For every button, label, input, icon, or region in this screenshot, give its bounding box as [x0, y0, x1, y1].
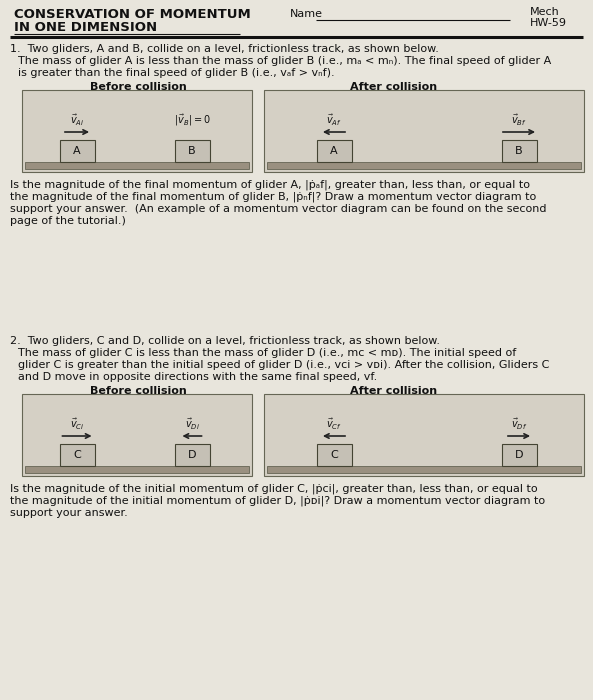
Bar [25, 162, 249, 169]
Bar [59, 444, 94, 466]
Text: $\vec{v}_{Ai}$: $\vec{v}_{Ai}$ [70, 113, 84, 127]
Text: is greater than the final speed of glider B (i.e., vₐf > vₙf).: is greater than the final speed of glide… [18, 68, 334, 78]
Text: the magnitude of the initial momentum of glider D, |ṗᴅi|? Draw a momentum vector: the magnitude of the initial momentum of… [10, 496, 545, 507]
Bar [174, 444, 209, 466]
Text: $\vec{v}_{Bf}$: $\vec{v}_{Bf}$ [511, 113, 527, 127]
Text: $\vec{v}_{Cf}$: $\vec{v}_{Cf}$ [326, 416, 342, 432]
Text: CONSERVATION OF MOMENTUM: CONSERVATION OF MOMENTUM [14, 8, 251, 21]
Text: A: A [330, 146, 338, 156]
Bar [25, 466, 249, 473]
Text: Before collision: Before collision [90, 82, 186, 92]
Text: A: A [73, 146, 81, 156]
Text: After collision: After collision [350, 386, 438, 396]
Bar [264, 394, 584, 476]
Text: $\vec{v}_{Df}$: $\vec{v}_{Df}$ [511, 416, 527, 432]
Bar [502, 140, 537, 162]
Text: C: C [330, 450, 338, 460]
Text: Before collision: Before collision [90, 386, 186, 396]
Text: Is the magnitude of the initial momentum of glider C, |ṗᴄi|, greater than, less : Is the magnitude of the initial momentum… [10, 484, 538, 494]
Text: The mass of glider C is less than the mass of glider D (i.e., mᴄ < mᴅ). The init: The mass of glider C is less than the ma… [18, 348, 517, 358]
Text: 2.  Two gliders, C and D, collide on a level, frictionless track, as shown below: 2. Two gliders, C and D, collide on a le… [10, 336, 440, 346]
Text: $|\vec{v}_{B}|=0$: $|\vec{v}_{B}|=0$ [174, 112, 211, 127]
Bar [264, 90, 584, 172]
Text: The mass of glider A is less than the mass of glider B (i.e., mₐ < mₙ). The fina: The mass of glider A is less than the ma… [18, 56, 551, 66]
Text: the magnitude of the final momentum of glider B, |ṗₙf|? Draw a momentum vector d: the magnitude of the final momentum of g… [10, 192, 536, 202]
Text: HW-59: HW-59 [530, 18, 567, 28]
Text: D: D [515, 450, 523, 460]
Text: C: C [73, 450, 81, 460]
Text: page of the tutorial.): page of the tutorial.) [10, 216, 126, 226]
Bar [22, 90, 252, 172]
Text: Mech: Mech [530, 7, 560, 17]
Bar [59, 140, 94, 162]
Bar [267, 466, 581, 473]
Bar [267, 162, 581, 169]
Bar [502, 444, 537, 466]
Bar [317, 140, 352, 162]
Text: $\vec{v}_{Di}$: $\vec{v}_{Di}$ [184, 416, 199, 432]
Text: Name: Name [290, 9, 323, 19]
Text: glider C is greater than the initial speed of glider D (i.e., vᴄi > vᴅi). After : glider C is greater than the initial spe… [18, 360, 549, 370]
Text: IN ONE DIMENSION: IN ONE DIMENSION [14, 21, 157, 34]
Text: support your answer.  (An example of a momentum vector diagram can be found on t: support your answer. (An example of a mo… [10, 204, 547, 214]
Text: D: D [188, 450, 196, 460]
Bar [174, 140, 209, 162]
Text: $\vec{v}_{Af}$: $\vec{v}_{Af}$ [326, 113, 342, 127]
Bar [22, 394, 252, 476]
Text: $\vec{v}_{Ci}$: $\vec{v}_{Ci}$ [70, 416, 84, 432]
Bar [317, 444, 352, 466]
Text: 1.  Two gliders, A and B, collide on a level, frictionless track, as shown below: 1. Two gliders, A and B, collide on a le… [10, 44, 439, 54]
Text: B: B [515, 146, 523, 156]
Text: and D move in opposite directions with the same final speed, vf.: and D move in opposite directions with t… [18, 372, 377, 382]
Text: B: B [188, 146, 196, 156]
Text: After collision: After collision [350, 82, 438, 92]
Text: support your answer.: support your answer. [10, 508, 127, 518]
Text: Is the magnitude of the final momentum of glider A, |ṗₐf|, greater than, less th: Is the magnitude of the final momentum o… [10, 180, 530, 190]
